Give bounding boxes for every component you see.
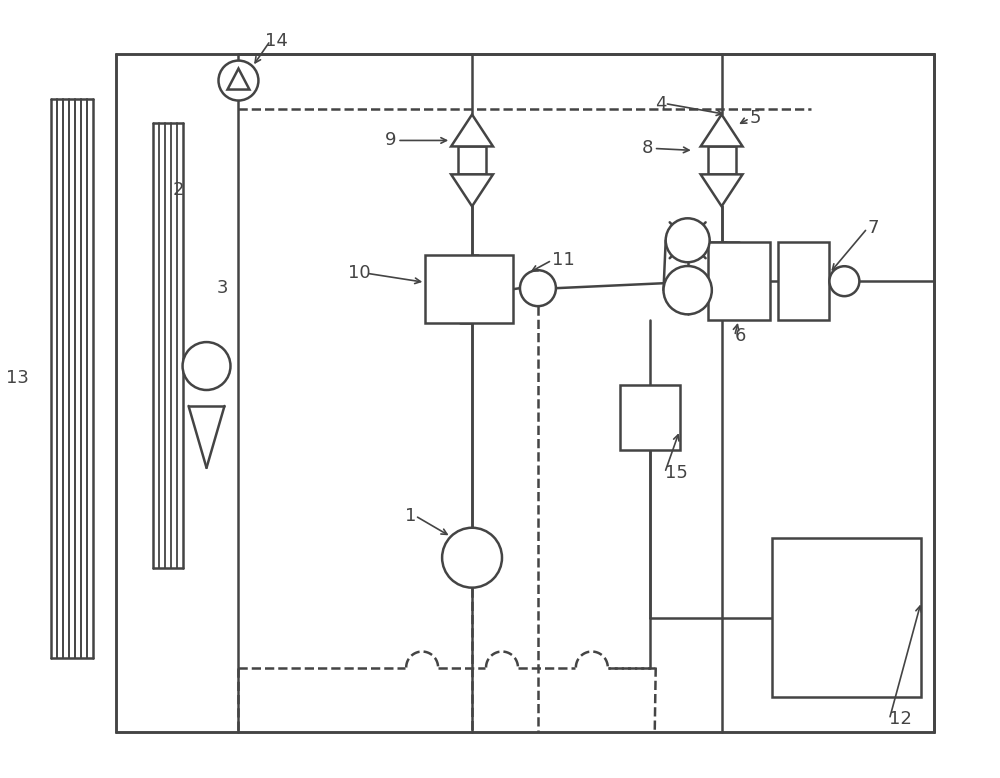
Circle shape — [520, 270, 556, 307]
Text: 5: 5 — [750, 110, 761, 128]
Polygon shape — [701, 114, 743, 146]
Text: 11: 11 — [552, 251, 575, 269]
Polygon shape — [451, 174, 493, 206]
Circle shape — [219, 61, 258, 100]
Text: 12: 12 — [889, 710, 912, 728]
Circle shape — [442, 527, 502, 587]
Polygon shape — [451, 114, 493, 146]
Polygon shape — [227, 68, 249, 89]
Bar — [708, 146, 736, 174]
Text: 13: 13 — [6, 369, 29, 387]
Bar — [708, 242, 770, 320]
Bar — [778, 242, 829, 320]
Text: 15: 15 — [665, 464, 688, 482]
Bar — [458, 146, 486, 174]
Bar — [772, 538, 921, 697]
Text: 6: 6 — [735, 327, 746, 345]
Bar — [620, 385, 680, 450]
Text: 3: 3 — [217, 279, 228, 297]
Text: 2: 2 — [173, 181, 184, 199]
Circle shape — [829, 266, 859, 296]
Text: 8: 8 — [642, 139, 653, 157]
Circle shape — [664, 266, 712, 314]
Text: 14: 14 — [265, 32, 288, 50]
Circle shape — [666, 219, 710, 262]
Text: 1: 1 — [405, 506, 417, 525]
Text: 4: 4 — [655, 94, 666, 113]
Text: 7: 7 — [867, 219, 879, 237]
Text: 10: 10 — [348, 265, 371, 282]
Text: 9: 9 — [385, 131, 397, 149]
Bar — [425, 255, 513, 323]
Polygon shape — [701, 174, 743, 206]
Circle shape — [183, 342, 230, 390]
Bar — [116, 54, 934, 732]
